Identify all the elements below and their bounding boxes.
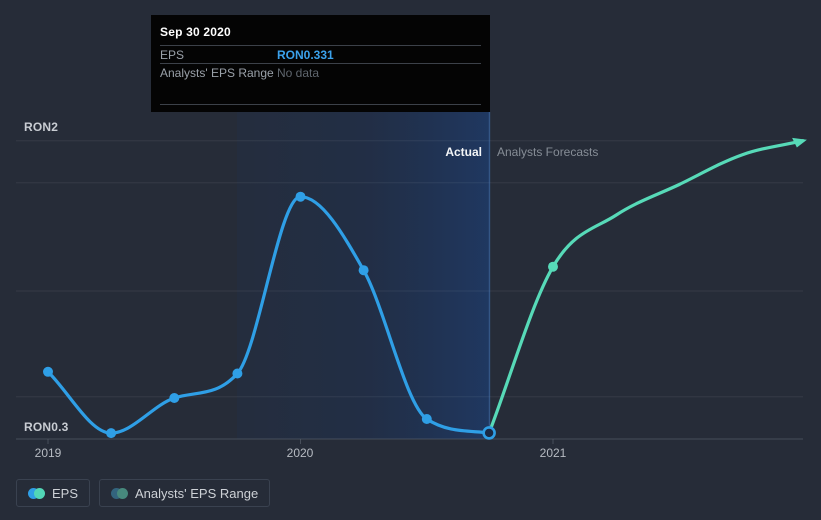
forecast-line bbox=[487, 139, 805, 435]
analysts-range-series-icon bbox=[111, 487, 129, 499]
actual-data-point[interactable] bbox=[106, 428, 117, 439]
actual-line bbox=[46, 195, 491, 435]
x-axis bbox=[16, 438, 803, 444]
actual-zone-label: Actual bbox=[445, 145, 482, 159]
actual-data-point[interactable] bbox=[43, 366, 53, 377]
highlight-band bbox=[237, 112, 490, 439]
legend-eps-label: EPS bbox=[52, 485, 79, 501]
forecast-data-point[interactable] bbox=[548, 261, 558, 272]
tooltip-row-eps: EPS RON0.331 bbox=[160, 45, 481, 63]
y-axis-max-label: RON2 bbox=[24, 120, 59, 134]
series-paths bbox=[46, 139, 805, 435]
legend-toggle-analysts-eps-range[interactable]: Analysts' EPS Range bbox=[99, 479, 271, 507]
tooltip-date: Sep 30 2020 bbox=[160, 25, 231, 39]
tooltip-eps-label: EPS bbox=[160, 47, 185, 62]
legend-analysts-range-label: Analysts' EPS Range bbox=[135, 485, 259, 501]
forecast-zone-label: Analysts Forecasts bbox=[497, 145, 599, 159]
y-axis-min-label: RON0.3 bbox=[24, 420, 69, 434]
chart-tooltip: Sep 30 2020 EPS RON0.331 Analysts' EPS R… bbox=[151, 15, 490, 112]
legend-toggle-eps[interactable]: EPS bbox=[16, 479, 91, 507]
tooltip-range-value: No data bbox=[277, 65, 320, 80]
selected-data-point[interactable] bbox=[482, 426, 496, 440]
x-tick-2020: 2020 bbox=[286, 446, 314, 460]
actual-data-point[interactable] bbox=[358, 265, 369, 276]
series-markers bbox=[43, 137, 807, 440]
chart-legend: EPS Analysts' EPS Range bbox=[16, 479, 271, 507]
actual-data-point[interactable] bbox=[295, 191, 306, 202]
actual-data-point[interactable] bbox=[232, 368, 243, 379]
eps-series-icon bbox=[28, 487, 45, 499]
gridlines bbox=[16, 140, 803, 398]
x-tick-2019: 2019 bbox=[34, 446, 62, 460]
tooltip-bottom-rule bbox=[160, 104, 481, 105]
tooltip-eps-value: RON0.331 bbox=[277, 47, 334, 62]
actual-data-point[interactable] bbox=[421, 414, 432, 424]
forecast-arrowhead bbox=[792, 137, 807, 148]
tooltip-range-label: Analysts' EPS Range bbox=[160, 65, 274, 80]
tooltip-row-range: Analysts' EPS Range No data bbox=[160, 63, 481, 81]
actual-data-point[interactable] bbox=[169, 393, 180, 403]
x-tick-2021: 2021 bbox=[539, 446, 567, 460]
